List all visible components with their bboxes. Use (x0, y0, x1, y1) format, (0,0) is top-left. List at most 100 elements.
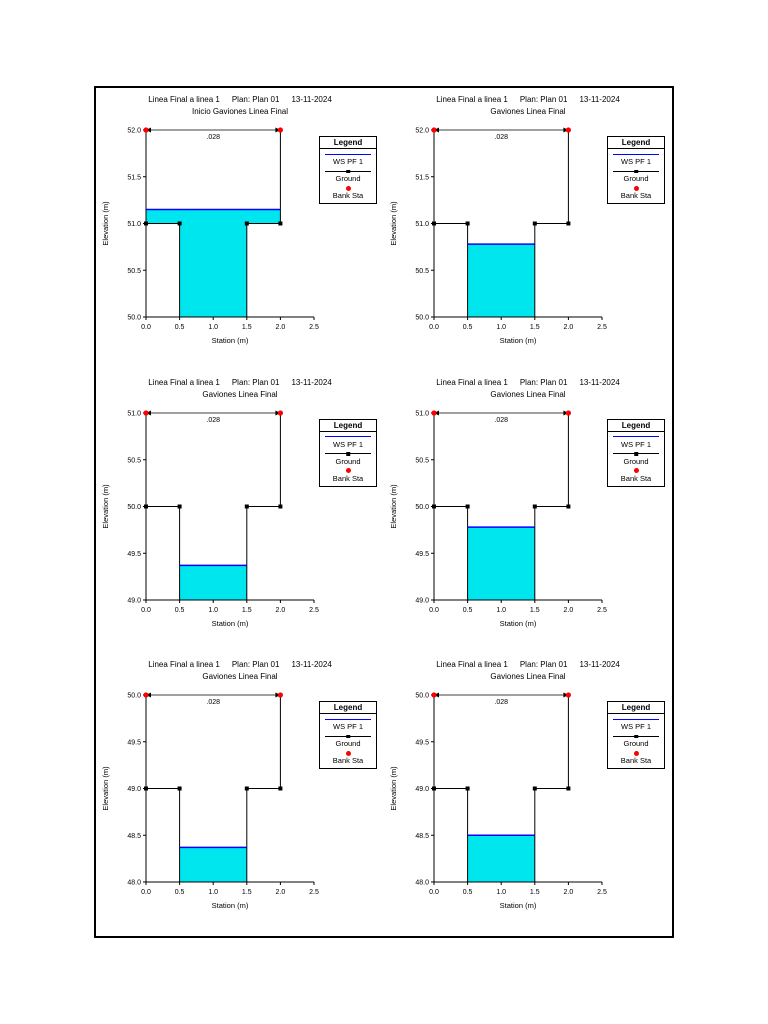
cross-section-plot-3: Linea Final a linea 1 Plan: Plan 01 13-1… (96, 371, 384, 654)
ground-line-sample-icon (325, 733, 371, 739)
legend-label-ground: Ground (623, 739, 649, 749)
svg-text:2.5: 2.5 (309, 607, 319, 614)
legend-label-bank-sta: Bank Sta (332, 191, 364, 200)
ws-line-sample-icon (325, 151, 371, 157)
plot-canvas: 0.0 0.5 1.0 1.5 2.0 2.5 48.0 48.5 49.0 49.5 50.0 St… (101, 692, 319, 910)
project-title: Linea Final a linea 1 (436, 377, 508, 387)
svg-text:2.0: 2.0 (564, 324, 574, 331)
svg-text:51.0: 51.0 (127, 410, 141, 417)
cross-section-plot-2: Linea Final a linea 1 Plan: Plan 01 13-1… (384, 88, 672, 371)
svg-text:1.5: 1.5 (242, 889, 252, 896)
svg-text:1.0: 1.0 (208, 607, 218, 614)
legend-label-ws: WS PF 1 (620, 722, 651, 732)
ws-line-sample-icon (613, 716, 659, 722)
bank-sta-sample-icon (325, 185, 371, 191)
legend-label-bank-sta: Bank Sta (620, 756, 652, 766)
svg-text:1.0: 1.0 (496, 889, 506, 896)
date-label: 13-11-2024 (291, 660, 332, 670)
svg-text:0.5: 0.5 (175, 607, 185, 614)
svg-text:Elevation (m): Elevation (m) (101, 484, 110, 529)
ground-line-sample-icon (325, 451, 371, 457)
svg-text:2.5: 2.5 (597, 607, 607, 614)
legend: Legend WS PF 1 Ground Bank Sta (319, 136, 377, 204)
svg-text:Elevation (m): Elevation (m) (389, 766, 398, 811)
svg-text:50.5: 50.5 (127, 268, 141, 275)
plots-grid: Linea Final a linea 1 Plan: Plan 01 13-1… (96, 88, 672, 936)
svg-text:.028: .028 (494, 699, 508, 706)
svg-text:Station (m): Station (m) (500, 336, 537, 345)
legend-label-bank-sta: Bank Sta (620, 473, 652, 483)
svg-text:2.5: 2.5 (597, 889, 607, 896)
svg-text:0.5: 0.5 (463, 889, 473, 896)
svg-text:.028: .028 (494, 417, 508, 424)
svg-text:0.5: 0.5 (175, 889, 185, 896)
svg-text:Station (m): Station (m) (500, 619, 537, 628)
svg-text:50.0: 50.0 (127, 693, 141, 700)
svg-text:2.0: 2.0 (276, 607, 286, 614)
legend: Legend WS PF 1 Ground Bank Sta (607, 418, 665, 487)
plan-label: Plan: Plan 01 (519, 377, 568, 387)
svg-text:2.0: 2.0 (564, 607, 574, 614)
svg-text:49.0: 49.0 (127, 597, 141, 604)
date-label: 13-11-2024 (291, 95, 332, 104)
project-title: Linea Final a linea 1 (148, 95, 220, 104)
ground-line-sample-icon (613, 168, 659, 174)
svg-text:50.0: 50.0 (127, 315, 141, 322)
plot-canvas: 0.0 0.5 1.0 1.5 2.0 2.5 50.0 50.5 51.0 51.5 52.0 St… (389, 127, 607, 345)
svg-text:Station (m): Station (m) (212, 336, 249, 345)
legend: Legend WS PF 1 Ground Bank Sta (607, 136, 665, 204)
date-label: 13-11-2024 (579, 377, 620, 387)
legend-label-bank-sta: Bank Sta (332, 473, 364, 483)
svg-text:1.5: 1.5 (242, 324, 252, 331)
legend-label-bank-sta: Bank Sta (332, 756, 364, 766)
svg-text:49.0: 49.0 (415, 786, 429, 793)
plot-header: Linea Final a linea 1 Plan: Plan 01 13-1… (384, 660, 672, 669)
svg-text:50.0: 50.0 (127, 504, 141, 511)
plot-canvas: 0.0 0.5 1.0 1.5 2.0 2.5 49.0 49.5 50.0 50.5 51.0 St… (389, 410, 607, 628)
svg-text:51.5: 51.5 (415, 174, 429, 181)
bank-sta-sample-icon (613, 750, 659, 756)
plot-title: Gaviones Linea Final (490, 389, 566, 399)
svg-text:1.5: 1.5 (530, 324, 540, 331)
plot-title: Gaviones Linea Final (202, 389, 278, 399)
plan-label: Plan: Plan 01 (519, 95, 568, 104)
plan-label: Plan: Plan 01 (519, 660, 568, 670)
svg-text:1.0: 1.0 (208, 889, 218, 896)
plot-header: Linea Final a linea 1 Plan: Plan 01 13-1… (96, 378, 384, 387)
svg-text:50.0: 50.0 (415, 504, 429, 511)
svg-text:1.5: 1.5 (242, 607, 252, 614)
svg-text:1.5: 1.5 (530, 889, 540, 896)
svg-text:52.0: 52.0 (415, 128, 429, 135)
svg-text:.028: .028 (206, 417, 220, 424)
legend-label-ground: Ground (623, 456, 649, 466)
plan-label: Plan: Plan 01 (231, 377, 280, 387)
svg-text:Station (m): Station (m) (212, 619, 249, 628)
legend-title: Legend (608, 420, 664, 432)
svg-text:49.5: 49.5 (127, 740, 141, 747)
svg-text:1.5: 1.5 (530, 607, 540, 614)
date-label: 13-11-2024 (579, 95, 620, 104)
legend-title: Legend (608, 702, 664, 715)
ground-line-sample-icon (613, 451, 659, 457)
plan-label: Plan: Plan 01 (231, 95, 280, 104)
date-label: 13-11-2024 (291, 377, 332, 387)
svg-text:Station (m): Station (m) (500, 901, 537, 910)
project-title: Linea Final a linea 1 (436, 95, 508, 104)
svg-text:0.0: 0.0 (429, 324, 439, 331)
ws-line-sample-icon (613, 151, 659, 157)
svg-text:0.5: 0.5 (463, 324, 473, 331)
svg-text:0.5: 0.5 (463, 607, 473, 614)
plot-title: Gaviones Linea Final (490, 672, 566, 682)
svg-text:49.5: 49.5 (415, 740, 429, 747)
plot-title: Gaviones Linea Final (490, 107, 566, 116)
plot-canvas: 0.0 0.5 1.0 1.5 2.0 2.5 50.0 50.5 51.0 51.5 52.0 St… (101, 127, 319, 345)
ws-line-sample-icon (325, 434, 371, 440)
plot-canvas: 0.0 0.5 1.0 1.5 2.0 2.5 49.0 49.5 50.0 50.5 51.0 St… (101, 410, 319, 628)
cross-section-plot-6: Linea Final a linea 1 Plan: Plan 01 13-1… (384, 653, 672, 936)
legend-label-ws: WS PF 1 (620, 157, 651, 166)
svg-text:0.0: 0.0 (141, 324, 151, 331)
svg-text:Station (m): Station (m) (212, 901, 249, 910)
svg-text:2.0: 2.0 (276, 889, 286, 896)
svg-text:48.5: 48.5 (127, 833, 141, 840)
svg-text:Elevation (m): Elevation (m) (101, 201, 110, 246)
